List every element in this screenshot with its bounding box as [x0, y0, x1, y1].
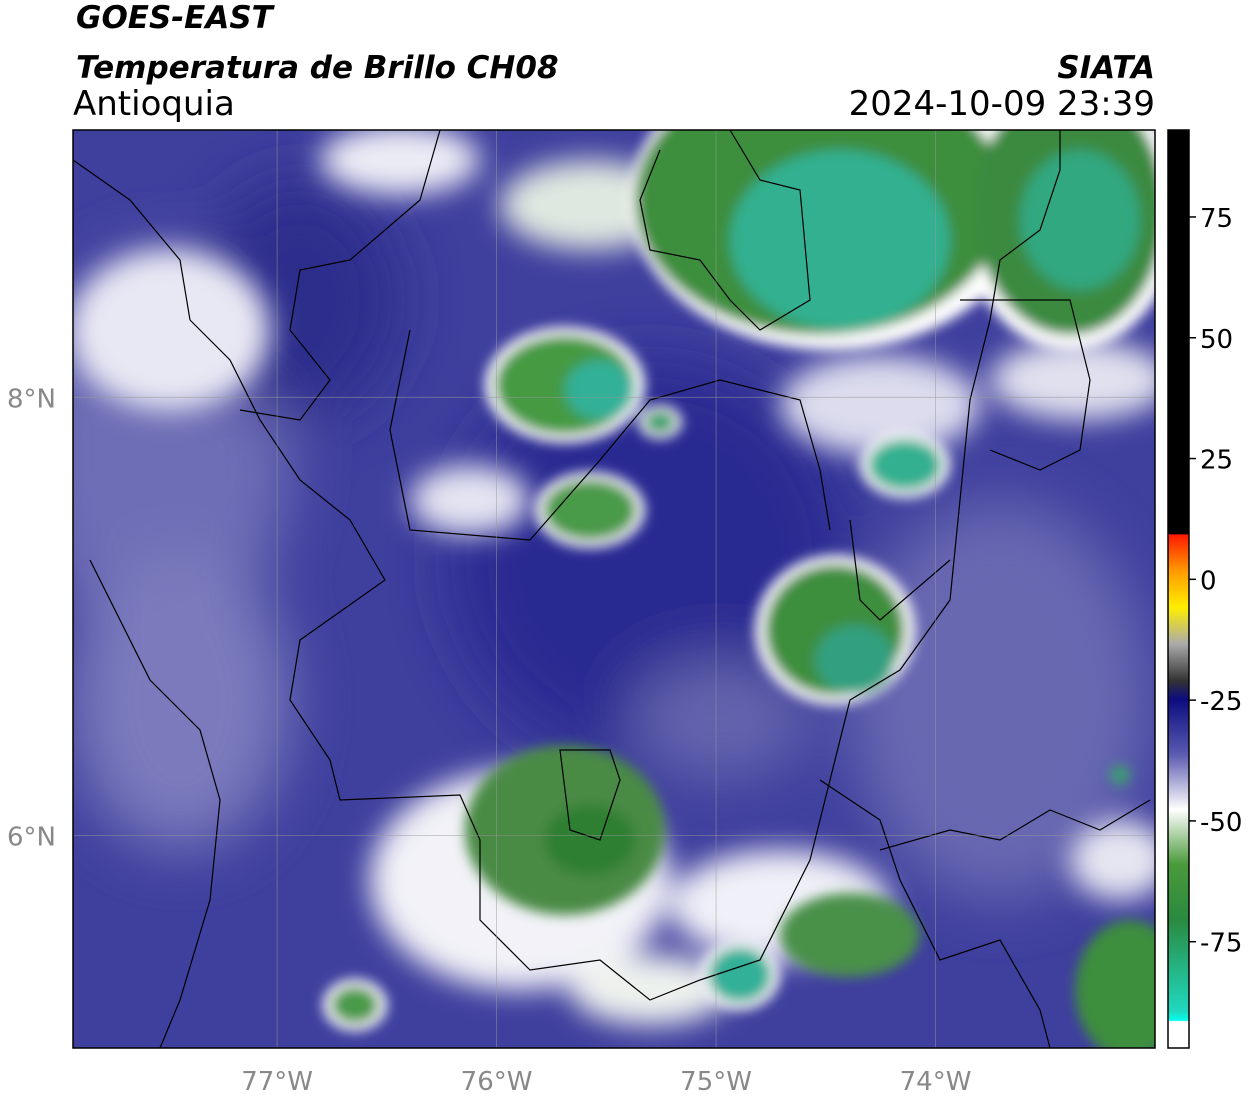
graticule	[73, 130, 1155, 1048]
x-tick-label: 75°W	[680, 1067, 752, 1097]
satellite-title: GOES-EAST	[76, 0, 276, 36]
colorbar-tick-label: 50	[1200, 325, 1233, 355]
colorbar-tick-label: -75	[1200, 929, 1242, 959]
timestamp: 2024-10-09 23:39	[849, 84, 1155, 124]
colorbar-tick-label: 75	[1200, 204, 1233, 234]
colorbar-tick-label: 25	[1200, 446, 1233, 476]
x-tick-label: 74°W	[900, 1067, 972, 1097]
colorbar	[1167, 129, 1190, 1049]
satellite-image	[73, 130, 1155, 1048]
colorbar-tick-label: -50	[1200, 808, 1242, 838]
map-frame	[72, 129, 1156, 1049]
product-title: Temperatura de Brillo CH08	[76, 50, 559, 86]
x-tick-label: 77°W	[241, 1067, 313, 1097]
colorbar-tick-label: -25	[1200, 687, 1242, 717]
x-tick-label: 76°W	[461, 1067, 533, 1097]
region-label: Antioquia	[73, 84, 235, 124]
agency-label: SIATA	[1057, 50, 1155, 86]
colorbar-tick-label: 0	[1200, 566, 1217, 596]
y-tick-label: 8°N	[7, 384, 56, 414]
y-tick-label: 6°N	[7, 822, 56, 852]
